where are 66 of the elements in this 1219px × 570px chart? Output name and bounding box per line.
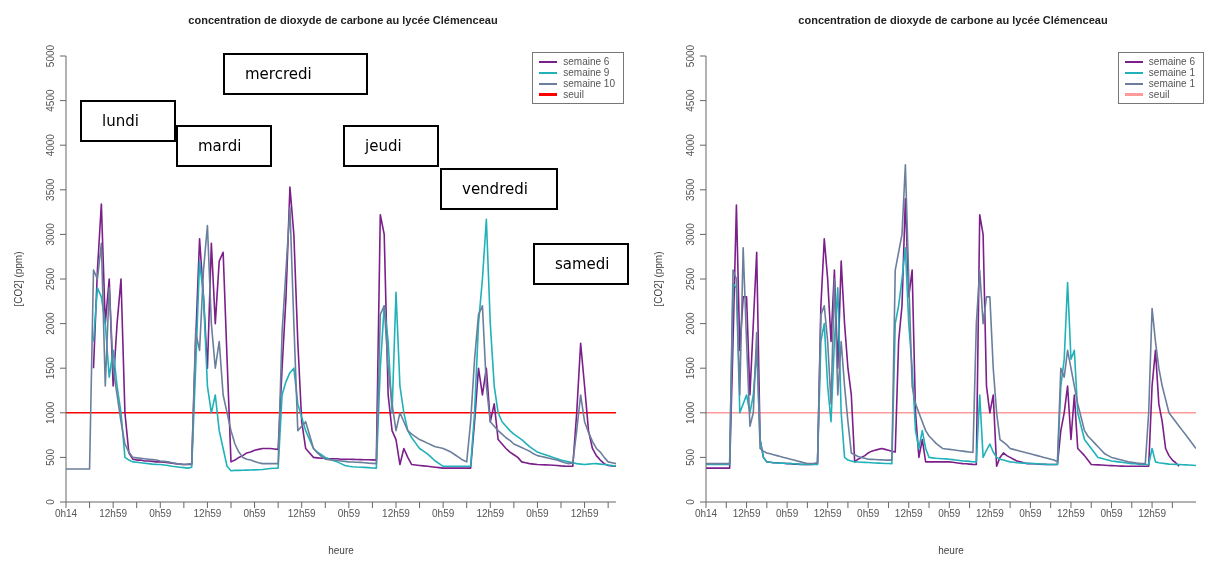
y-tick-label: 2000 xyxy=(685,312,696,335)
legend-label: semaine 1 xyxy=(1148,78,1195,89)
x-tick-label: 12h59 xyxy=(975,508,1005,520)
y-tick-label: 5000 xyxy=(685,44,696,68)
x-tick-label: 0h59 xyxy=(432,508,455,520)
x-tick-label: 12h59 xyxy=(894,508,924,520)
x-tick-label: 12h59 xyxy=(382,508,411,520)
y-tick-label: 1500 xyxy=(45,356,56,380)
legend-label: semaine 9 xyxy=(563,67,610,78)
text-box: samedi xyxy=(533,243,629,285)
x-tick-label: 12h59 xyxy=(99,508,128,520)
x-axis-title: heure xyxy=(938,545,965,556)
x-tick-label: 0h59 xyxy=(938,508,961,520)
y-tick-label: 0 xyxy=(685,498,696,505)
y-tick-label: 1500 xyxy=(685,356,696,380)
legend-label: semaine 6 xyxy=(563,56,610,67)
x-tick-label: 12h59 xyxy=(1057,508,1086,520)
x-tick-label: 12h59 xyxy=(1138,508,1167,520)
legend-label: seuil xyxy=(563,89,584,100)
x-tick-label: 0h14 xyxy=(694,508,718,520)
y-tick-label: 3500 xyxy=(685,178,696,201)
x-tick-label: 12h59 xyxy=(193,508,222,520)
x-axis-title: heure xyxy=(328,545,355,556)
x-tick-label: 0h59 xyxy=(526,508,549,520)
y-tick-label: 2500 xyxy=(685,267,696,291)
x-tick-label: 0h14 xyxy=(54,508,78,520)
x-tick-label: 0h59 xyxy=(775,508,799,520)
text-box: jeudi xyxy=(343,125,439,167)
x-tick-label: 0h59 xyxy=(243,508,267,520)
y-tick-label: 2500 xyxy=(45,267,56,291)
y-tick-label: 1000 xyxy=(45,401,56,424)
y-axis-title: [CO2] (ppm) xyxy=(12,251,24,307)
chart-title: concentration de dioxyde de carbone au lycée Clémenceau xyxy=(187,14,499,26)
y-tick-label: 4000 xyxy=(685,133,696,157)
y-axis-title: [CO2] (ppm) xyxy=(652,251,664,307)
x-tick-label: 12h59 xyxy=(813,508,842,520)
x-tick-label: 0h59 xyxy=(337,508,361,520)
y-tick-label: 4500 xyxy=(45,89,56,112)
y-tick-label: 4000 xyxy=(45,133,56,157)
y-tick-label: 4500 xyxy=(685,89,696,112)
chart-title: concentration de dioxyde de carbone au lycée Clémenceau xyxy=(797,14,1109,26)
legend-label: seuil xyxy=(1148,89,1170,100)
legend-label: semaine 10 xyxy=(563,78,615,89)
y-tick-label: 0 xyxy=(45,498,56,505)
x-tick-label: 12h59 xyxy=(476,508,505,520)
y-tick-label: 500 xyxy=(685,448,696,466)
text-box: mardi xyxy=(176,125,272,167)
x-tick-label: 0h59 xyxy=(857,508,880,520)
x-tick-label: 0h59 xyxy=(149,508,172,520)
y-tick-label: 1000 xyxy=(685,401,696,424)
y-tick-label: 3000 xyxy=(685,222,696,246)
legend-label: semaine 6 xyxy=(1148,56,1195,67)
x-tick-label: 12h59 xyxy=(287,508,317,520)
y-tick-label: 500 xyxy=(45,448,56,466)
text-box: lundi xyxy=(80,100,176,142)
legend-label: semaine 1 xyxy=(1148,67,1195,78)
y-tick-label: 3500 xyxy=(45,178,56,201)
x-tick-label: 0h59 xyxy=(1019,508,1042,520)
x-tick-label: 0h59 xyxy=(1100,508,1124,520)
y-tick-label: 3000 xyxy=(45,222,56,246)
x-tick-label: 12h59 xyxy=(732,508,761,520)
x-tick-label: 12h59 xyxy=(570,508,599,520)
y-tick-label: 5000 xyxy=(45,44,56,68)
y-tick-label: 2000 xyxy=(45,312,56,335)
text-box: mercredi xyxy=(223,53,368,95)
text-box: vendredi xyxy=(440,168,558,210)
